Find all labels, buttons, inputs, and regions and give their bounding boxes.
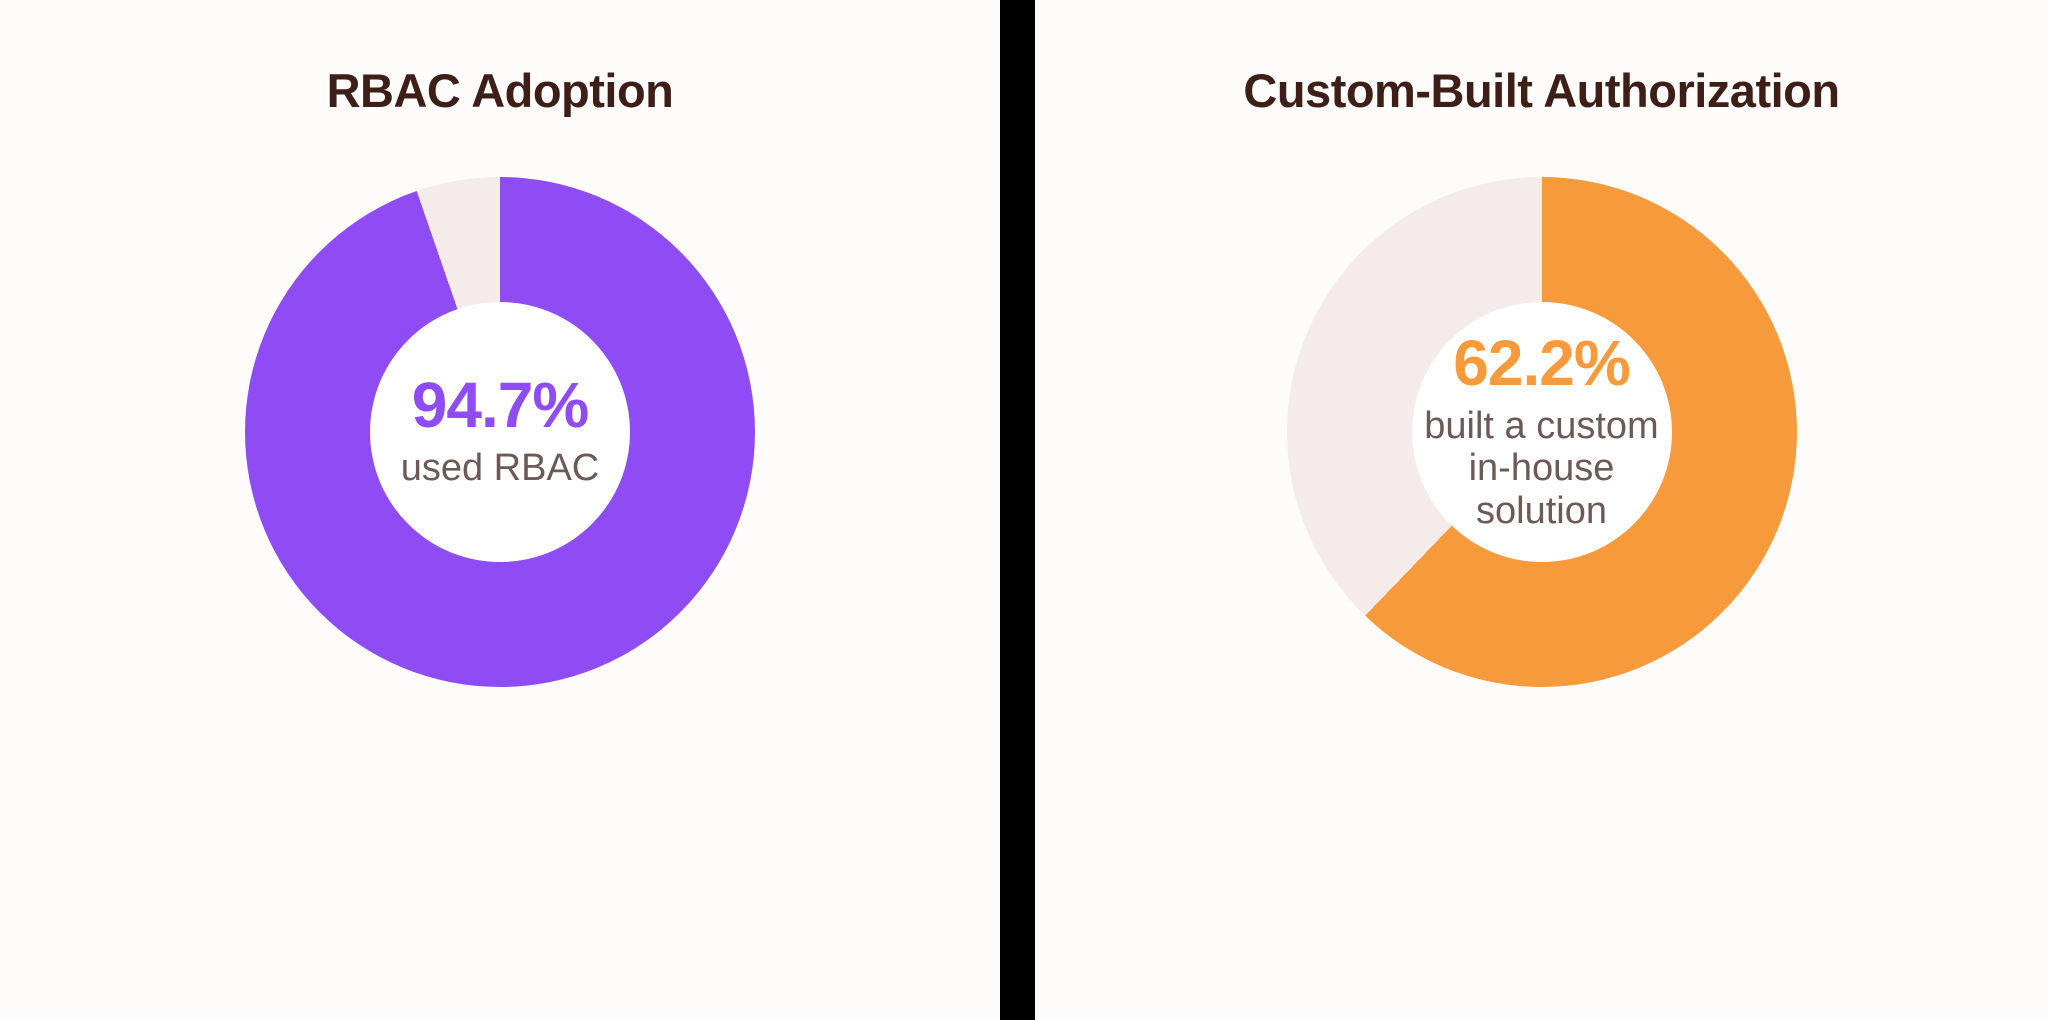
page-title-left: RBAC Adoption xyxy=(326,64,674,117)
donut-chart-right-wrapper: 62.2% built a custom in-house solution xyxy=(1286,176,1797,687)
donut-center-left: 94.7% used RBAC xyxy=(370,301,630,562)
donut-chart-rbac: 94.7% used RBAC xyxy=(245,176,755,687)
donut-center-right: 62.2% built a custom in-house solution xyxy=(1411,301,1672,562)
center-percent-left: 94.7% xyxy=(411,369,589,442)
center-percent-right: 62.2% xyxy=(1453,326,1630,399)
vertical-divider xyxy=(1000,0,1035,1020)
panel-custom-built-authorization: Custom-Built Authorization 62.2% built a… xyxy=(1035,0,2048,1020)
panel-rbac-adoption: RBAC Adoption 94.7% used RBAC xyxy=(0,0,1000,1020)
donut-chart-custom-auth: 62.2% built a custom in-house solution xyxy=(1286,176,1797,687)
center-sublabel-right: built a custom in-house solution xyxy=(1424,404,1659,532)
center-sublabel-left: used RBAC xyxy=(400,447,600,490)
page-title-right: Custom-Built Authorization xyxy=(1243,64,1840,117)
donut-chart-left-wrapper: 94.7% used RBAC xyxy=(245,176,755,687)
